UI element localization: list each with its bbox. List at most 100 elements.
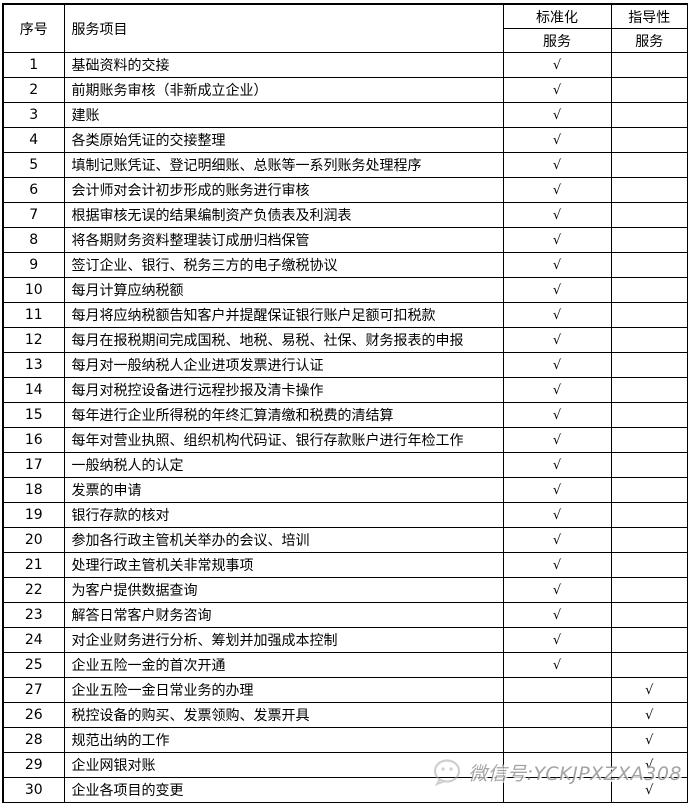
standardized-check (502, 777, 612, 803)
standardized-check: √ (502, 77, 612, 103)
standardized-check: √ (502, 177, 612, 203)
guidance-check (610, 327, 688, 353)
guidance-check: √ (610, 727, 688, 753)
standardized-check: √ (502, 352, 612, 378)
guidance-check (610, 402, 688, 428)
row-number: 29 (2, 752, 65, 778)
service-item-label: 每月将应纳税额告知客户并提醒保证银行账户足额可扣税款 (63, 302, 504, 328)
standardized-check: √ (502, 102, 612, 128)
guidance-check (610, 477, 688, 503)
guidance-check: √ (610, 752, 688, 778)
table-row: 14 每月对税控设备进行远程抄报及清卡操作 √ (2, 377, 688, 403)
table-row: 17 一般纳税人的认定 √ (2, 452, 688, 478)
service-item-label: 基础资料的交接 (63, 52, 504, 78)
row-number: 25 (2, 652, 65, 678)
row-number: 16 (2, 427, 65, 453)
service-item-label: 银行存款的核对 (63, 502, 504, 528)
guidance-check (610, 427, 688, 453)
service-item-label: 税控设备的购买、发票领购、发票开具 (63, 702, 504, 728)
service-item-label: 根据审核无误的结果编制资产负债表及利润表 (63, 202, 504, 228)
col-header-number: 序号 (2, 3, 65, 53)
row-number: 6 (2, 177, 65, 203)
standardized-check: √ (502, 602, 612, 628)
standardized-check: √ (502, 502, 612, 528)
guidance-check (610, 152, 688, 178)
service-item-label: 处理行政主管机关非常规事项 (63, 552, 504, 578)
row-number: 9 (2, 252, 65, 278)
col-header-service-item: 服务项目 (63, 3, 504, 53)
guidance-check (610, 302, 688, 328)
row-number: 8 (2, 227, 65, 253)
row-number: 28 (2, 727, 65, 753)
standardized-check: √ (502, 127, 612, 153)
table-row: 24 对企业财务进行分析、筹划并加强成本控制 √ (2, 627, 688, 653)
guidance-check (610, 277, 688, 303)
table-row: 2 前期账务审核（非新成立企业） √ (2, 77, 688, 103)
service-item-label: 前期账务审核（非新成立企业） (63, 77, 504, 103)
service-item-label: 对企业财务进行分析、筹划并加强成本控制 (63, 627, 504, 653)
guidance-check (610, 577, 688, 603)
service-table: 序号 服务项目 标准化 指导性 服务 服务 1 基础资料的交接 √ 2 前期账务审核（非… (2, 3, 688, 803)
table-row: 27 企业五险一金日常业务的办理 √ (2, 677, 688, 703)
standardized-check: √ (502, 577, 612, 603)
table-row: 6 会计师对会计初步形成的账务进行审核 √ (2, 177, 688, 203)
table-row: 1 基础资料的交接 √ (2, 52, 688, 78)
guidance-check: √ (610, 702, 688, 728)
standardized-check: √ (502, 377, 612, 403)
guidance-check: √ (610, 777, 688, 803)
standardized-check (502, 702, 612, 728)
table-row: 25 企业五险一金的首次开通 √ (2, 652, 688, 678)
row-number: 21 (2, 552, 65, 578)
standardized-check: √ (502, 227, 612, 253)
table-row: 20 参加各行政主管机关举办的会议、培训 √ (2, 527, 688, 553)
standardized-check (502, 677, 612, 703)
service-item-label: 为客户提供数据查询 (63, 577, 504, 603)
row-number: 7 (2, 202, 65, 228)
service-item-label: 规范出纳的工作 (63, 727, 504, 753)
table-row: 11 每月将应纳税额告知客户并提醒保证银行账户足额可扣税款 √ (2, 302, 688, 328)
table-row: 30 企业各项目的变更 √ (2, 777, 688, 803)
guidance-check (610, 227, 688, 253)
row-number: 24 (2, 627, 65, 653)
table-header: 序号 服务项目 标准化 指导性 服务 服务 (2, 3, 688, 53)
service-item-label: 每月在报税期间完成国税、地税、易税、社保、财务报表的申报 (63, 327, 504, 353)
standardized-check: √ (502, 202, 612, 228)
col-header-guidance-line2: 服务 (610, 28, 688, 53)
row-number: 3 (2, 102, 65, 128)
row-number: 26 (2, 702, 65, 728)
row-number: 13 (2, 352, 65, 378)
table-row: 7 根据审核无误的结果编制资产负债表及利润表 √ (2, 202, 688, 228)
standardized-check: √ (502, 52, 612, 78)
guidance-check (610, 627, 688, 653)
guidance-check (610, 127, 688, 153)
row-number: 14 (2, 377, 65, 403)
service-item-label: 企业各项目的变更 (63, 777, 504, 803)
standardized-check: √ (502, 252, 612, 278)
guidance-check (610, 352, 688, 378)
row-number: 30 (2, 777, 65, 803)
service-item-label: 企业五险一金的首次开通 (63, 652, 504, 678)
row-number: 19 (2, 502, 65, 528)
row-number: 12 (2, 327, 65, 353)
guidance-check (610, 527, 688, 553)
row-number: 17 (2, 452, 65, 478)
row-number: 2 (2, 77, 65, 103)
guidance-check (610, 502, 688, 528)
guidance-check (610, 202, 688, 228)
table-row: 15 每年进行企业所得税的年终汇算清缴和税费的清结算 √ (2, 402, 688, 428)
table-row: 3 建账 √ (2, 102, 688, 128)
standardized-check: √ (502, 552, 612, 578)
table-row: 5 填制记账凭证、登记明细账、总账等一系列账务处理程序 √ (2, 152, 688, 178)
service-item-label: 每年进行企业所得税的年终汇算清缴和税费的清结算 (63, 402, 504, 428)
standardized-check: √ (502, 477, 612, 503)
service-table-body: 1 基础资料的交接 √ 2 前期账务审核（非新成立企业） √ 3 建账 √ 4 各类原始凭证的交接整… (2, 52, 688, 803)
table-row: 9 签订企业、银行、税务三方的电子缴税协议 √ (2, 252, 688, 278)
guidance-check (610, 177, 688, 203)
table-row: 12 每月在报税期间完成国税、地税、易税、社保、财务报表的申报 √ (2, 327, 688, 353)
guidance-check (610, 602, 688, 628)
table-row: 18 发票的申请 √ (2, 477, 688, 503)
guidance-check (610, 52, 688, 78)
table-row: 28 规范出纳的工作 √ (2, 727, 688, 753)
service-item-label: 建账 (63, 102, 504, 128)
standardized-check: √ (502, 402, 612, 428)
